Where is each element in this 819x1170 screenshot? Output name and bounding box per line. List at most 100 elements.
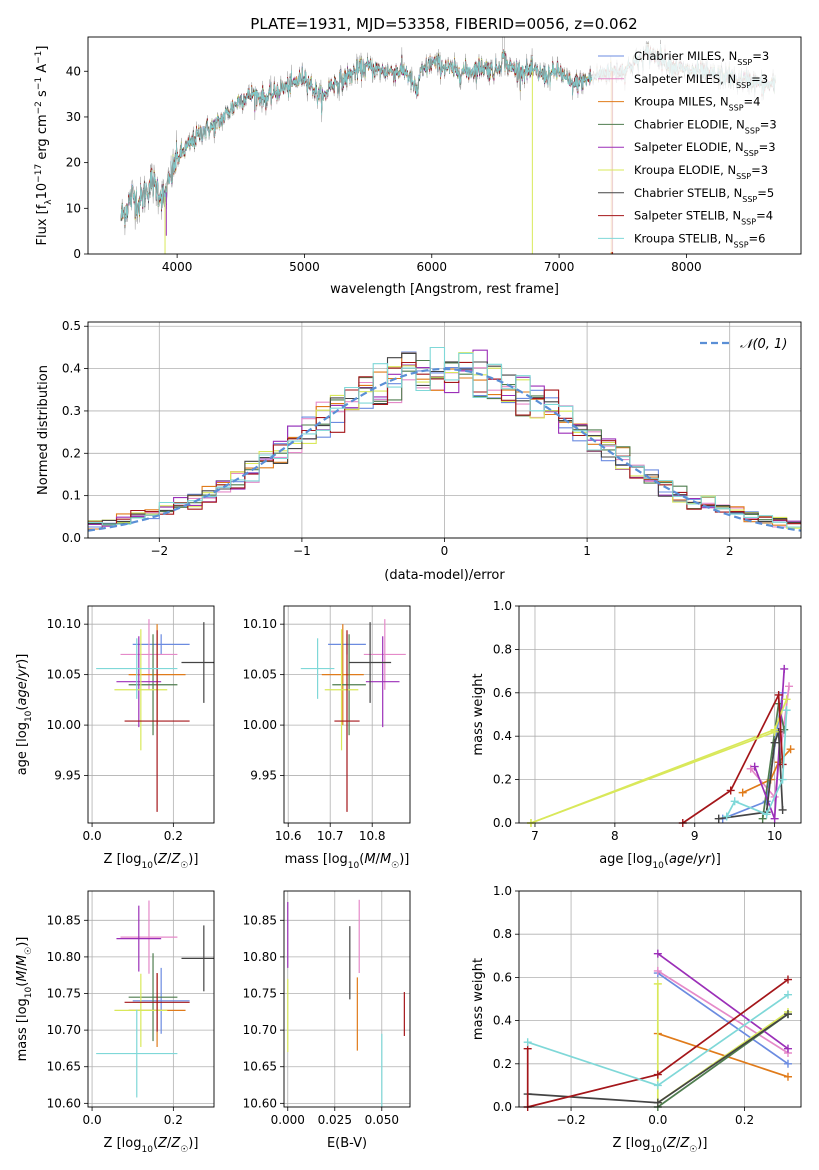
x-tick-label: 0.2 — [164, 1113, 183, 1127]
y-tick-label: 10.65 — [47, 1060, 81, 1074]
y-tick-label: 0.4 — [62, 362, 81, 376]
x-axis-label-part: )] — [697, 1136, 707, 1151]
x-tick-label: 7000 — [544, 260, 575, 274]
x-tick-label: 8 — [611, 829, 619, 843]
y-axis-label-part: λ — [44, 199, 54, 205]
residual-histogram — [88, 346, 801, 528]
y-tick-label: 10.75 — [243, 987, 277, 1001]
residual-histogram — [88, 361, 801, 526]
y-axis-label: Flux [fλ10−17 erg cm−2 s−1 A−1] — [34, 46, 54, 246]
x-tick-label: −0.2 — [556, 1113, 585, 1127]
x-axis-label-part: ☉ — [180, 1145, 188, 1155]
x-axis-label-part: / — [676, 1136, 681, 1151]
y-axis-label-part: )] — [15, 937, 30, 947]
x-axis-label-part: 10 — [141, 1145, 153, 1155]
y-tick-label: 10.85 — [243, 913, 277, 927]
y-tick-label: 10.60 — [47, 1096, 81, 1110]
x-axis-label: mass [log10(M/M☉)] — [285, 852, 410, 871]
legend-entry: 𝒩(0, 1) — [740, 337, 787, 352]
axes-frame — [87, 321, 802, 539]
legend-text: Salpeter MILES, N — [634, 72, 736, 86]
legend-sub: SSP — [745, 126, 760, 135]
y-axis-label-part: −1 — [34, 51, 44, 64]
x-tick-label: 0.0 — [648, 1113, 667, 1127]
weight-marker — [780, 664, 789, 673]
weight-line — [682, 691, 784, 824]
legend-n: =3 — [751, 163, 768, 177]
y-axis-label-part: mass [log — [15, 998, 30, 1061]
y-axis-label-part: Flux [f — [35, 204, 50, 245]
x-axis-label-part: E(B-V) — [327, 1136, 367, 1151]
legend-entry: Salpeter MILES, NSSP=3 — [634, 72, 768, 90]
y-tick-label: 10.85 — [47, 913, 81, 927]
legend-sub: SSP — [742, 194, 757, 203]
weight-marker — [770, 738, 779, 747]
weight-marker — [783, 1044, 792, 1053]
y-axis-label-part: / — [15, 965, 30, 970]
x-tick-label: 0.025 — [318, 1113, 352, 1127]
weight-marker — [653, 979, 662, 988]
x-axis-label-part: yr — [697, 852, 713, 867]
y-axis-label: age [log10(age/yr)] — [15, 654, 34, 776]
y-axis-label-part: s — [35, 90, 50, 101]
x-axis-label-part: ( — [664, 852, 669, 867]
y-axis-label-part: age [log — [15, 722, 30, 775]
axes-frame — [283, 890, 411, 1108]
y-tick-label: 10.80 — [243, 950, 277, 964]
x-axis-label-part: Z [log — [104, 852, 142, 867]
x-axis-label: Z [log10(Z/Z☉)] — [104, 1136, 199, 1155]
y-axis-label-part: erg cm — [35, 114, 50, 163]
legend-entry: Kroupa STELIB, NSSP=6 — [634, 231, 765, 249]
y-tick-label: 0.0 — [493, 816, 512, 830]
legend-sub: SSP — [744, 149, 759, 158]
y-axis-label-part: M — [15, 970, 30, 981]
x-tick-label: 0.0 — [83, 1113, 102, 1127]
x-axis-label-part: ( — [153, 852, 158, 867]
y-tick-label: 10.00 — [243, 718, 277, 732]
x-axis-label-part: )] — [399, 852, 409, 867]
legend-box — [592, 44, 798, 252]
y-axis-label: Normed distribution — [36, 365, 51, 495]
y-tick-label: 0.8 — [493, 642, 512, 656]
x-axis-label: wavelength [Angstrom, rest frame] — [330, 282, 559, 297]
legend-n: =6 — [749, 231, 766, 245]
x-axis-label-part: age [log — [599, 852, 652, 867]
y-tick-label: 0.5 — [62, 319, 81, 333]
weight-line — [657, 952, 789, 1050]
weight-marker — [770, 814, 779, 823]
x-axis-label-part: / — [167, 852, 172, 867]
legend-n: =3 — [751, 72, 768, 86]
legend-sub: SSP — [736, 80, 751, 89]
legend-entry: Salpeter STELIB, NSSP=4 — [634, 209, 773, 227]
y-tick-label: 10.80 — [47, 950, 81, 964]
x-tick-label: 2 — [726, 544, 734, 558]
y-axis-label-part: ☉ — [24, 947, 34, 955]
x-tick-label: 0.0 — [83, 829, 102, 843]
x-axis-label-part: )] — [188, 852, 198, 867]
y-tick-label: 10.05 — [47, 668, 81, 682]
legend-text: Chabrier ELODIE, N — [634, 117, 745, 131]
weight-marker — [778, 775, 787, 784]
x-axis-label: (data-model)/error — [384, 568, 505, 583]
weight-marker — [786, 745, 795, 754]
x-axis-label-part: 10 — [652, 861, 664, 871]
y-tick-label: 1.0 — [493, 884, 512, 898]
x-tick-label: 6000 — [416, 260, 447, 274]
y-tick-label: 0.2 — [62, 446, 81, 460]
weight-marker — [762, 810, 771, 819]
weight-marker — [653, 966, 662, 975]
y-tick-label: 9.95 — [250, 769, 277, 783]
axes-frame — [518, 890, 802, 1108]
x-tick-label: 1 — [583, 544, 591, 558]
x-axis-label-part: Z — [666, 1136, 677, 1151]
x-axis-label-part: Z [log — [613, 1136, 651, 1151]
errorbars — [96, 900, 214, 1098]
legend-n: =3 — [760, 117, 777, 131]
y-tick-label: 10.60 — [243, 1096, 277, 1110]
y-axis-label-part: Normed distribution — [36, 365, 51, 495]
y-tick-label: 0.2 — [493, 1057, 512, 1071]
x-axis-label: Z [log10(Z/Z☉)] — [613, 1136, 708, 1155]
x-axis-label-part: Z [log — [104, 1136, 142, 1151]
x-tick-label: 7 — [531, 829, 539, 843]
